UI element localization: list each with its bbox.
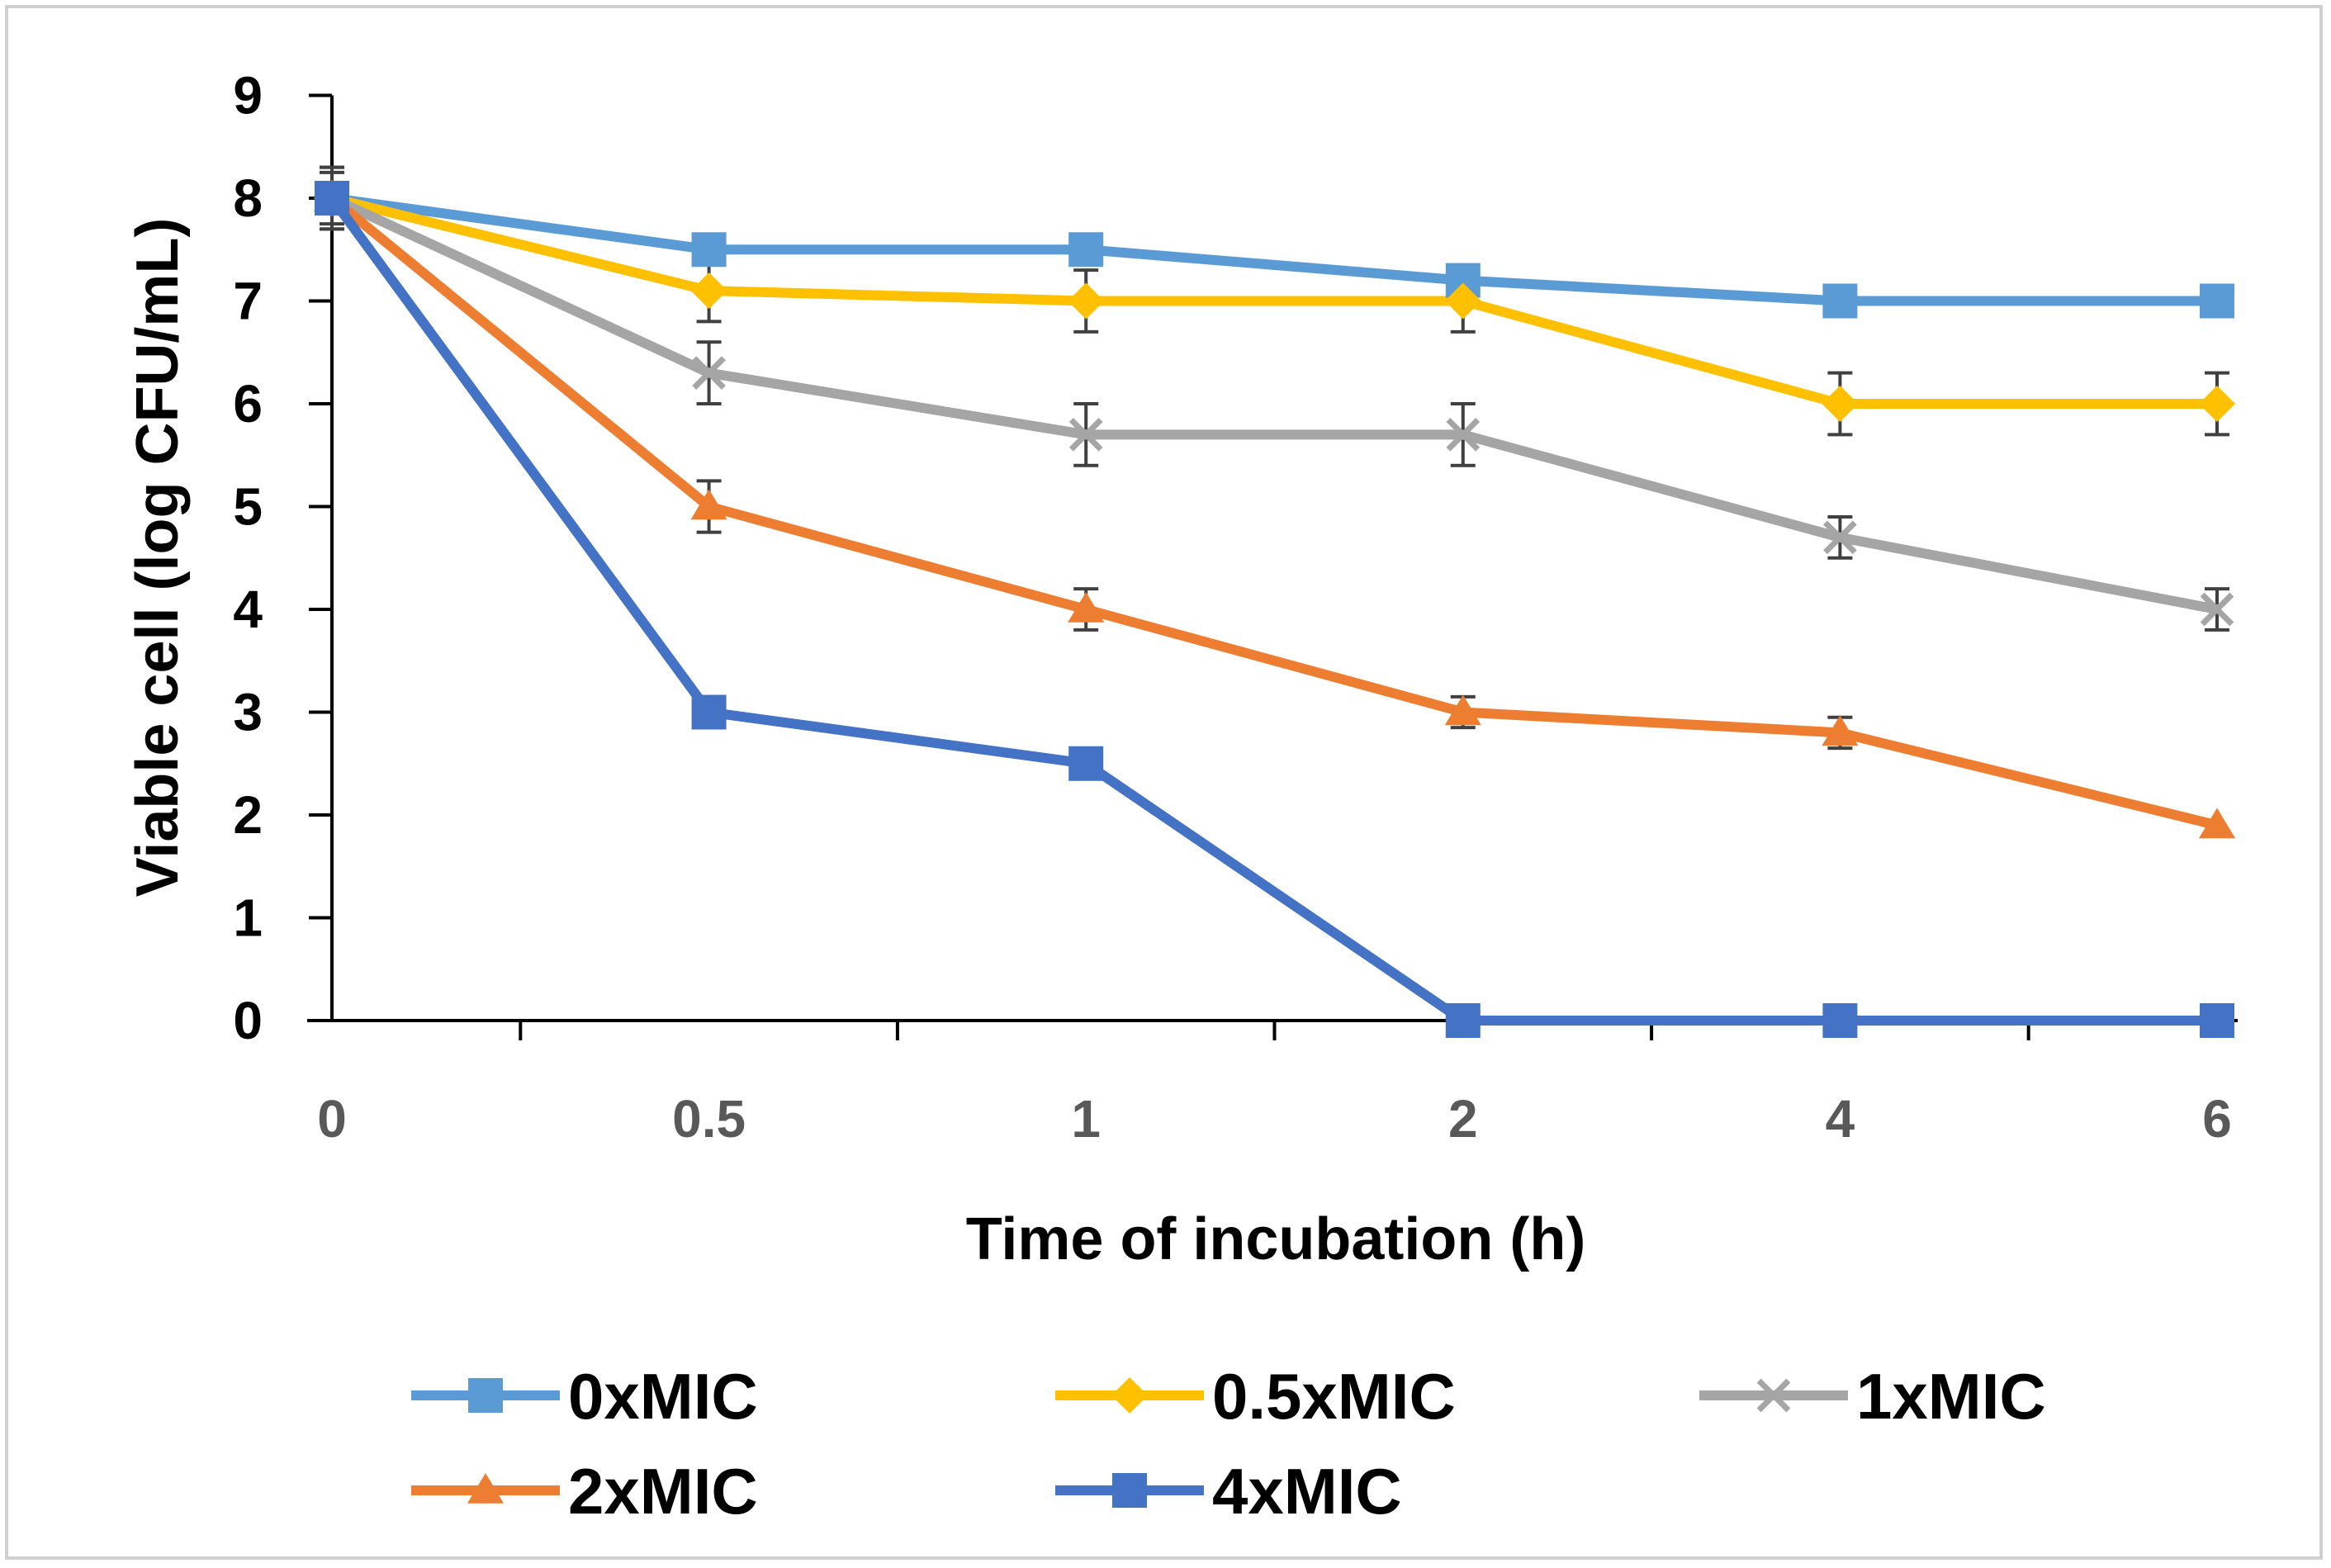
x-tick-label: 0.5	[672, 1089, 746, 1149]
x-tick-label: 0	[317, 1089, 347, 1149]
chart-frame	[5, 5, 2323, 1560]
legend-label: 1xMIC	[1856, 1360, 2046, 1433]
y-tick-label: 5	[233, 477, 263, 537]
y-tick-label: 9	[233, 66, 263, 126]
data-point-0-5xmic	[1444, 282, 1481, 320]
x-tick-label: 4	[1826, 1089, 1855, 1149]
marker-stroke	[692, 356, 726, 390]
x-tick-label: 2	[1448, 1089, 1478, 1149]
y-tick-label: 0	[233, 991, 263, 1050]
series-markers	[313, 179, 2236, 1038]
series-lines	[328, 193, 2219, 1026]
marker-stroke	[1446, 418, 1481, 452]
marker-stroke	[2200, 592, 2234, 627]
legend-label: 2xMIC	[568, 1455, 758, 1528]
marker-stroke	[1756, 1378, 1791, 1413]
data-point-4xmic	[1068, 746, 1104, 781]
data-point-1xmic	[2200, 592, 2234, 627]
marker-stroke	[1823, 520, 1857, 555]
data-point-0xmic	[2200, 283, 2234, 319]
legend-marker	[468, 1378, 503, 1413]
data-point-2xmic	[690, 489, 727, 520]
data-point-1xmic	[1068, 418, 1103, 452]
tick-labels: 0 1 2 3 4 5 6 7 8 9 0 0.5 1 2 4 6	[233, 66, 2231, 1149]
legend-label: 0xMIC	[568, 1360, 758, 1433]
data-point-1xmic	[692, 356, 726, 390]
series-line-0xmic	[331, 193, 2217, 306]
data-point-4xmic	[315, 181, 349, 216]
data-point-4xmic	[2200, 1003, 2234, 1038]
y-tick-label: 4	[233, 580, 263, 639]
legend-marker	[467, 1473, 505, 1504]
legend-item-1xmic: 1xMIC	[1699, 1360, 2046, 1433]
legend-label: 4xMIC	[1212, 1455, 1402, 1528]
legend-item-0xmic: 0xMIC	[411, 1360, 758, 1433]
x-tick-label: 6	[2202, 1089, 2232, 1149]
marker-stroke	[1068, 418, 1103, 452]
data-point-2xmic	[2198, 808, 2236, 839]
data-point-2xmic	[1068, 592, 1105, 623]
legend-label: 0.5xMIC	[1212, 1360, 1456, 1433]
legend-marker	[1756, 1378, 1791, 1413]
y-tick-label: 2	[233, 785, 263, 845]
data-point-0xmic	[1068, 232, 1104, 268]
series-line-4xmic	[328, 195, 2217, 1026]
legend-item-4xmic: 4xMIC	[1055, 1455, 1402, 1528]
series-line-0-5xmic	[330, 193, 2217, 409]
legend-item-2xmic: 2xMIC	[411, 1455, 758, 1528]
series-line-1xmic	[329, 193, 2219, 614]
x-axis-title: Time of incubation (h)	[966, 1206, 1586, 1272]
legend: 0xMIC 0.5xMIC 1xMIC 2xMIC 4xMIC	[411, 1360, 2046, 1528]
data-point-4xmic	[691, 694, 727, 730]
data-point-2xmic	[1444, 694, 1481, 726]
y-tick-label: 1	[233, 888, 263, 948]
data-point-0-5xmic	[1822, 385, 1859, 423]
series-line-2xmic	[329, 194, 2219, 831]
data-point-0xmic	[691, 232, 727, 268]
legend-marker	[1111, 1376, 1149, 1414]
data-point-4xmic	[1445, 1003, 1481, 1038]
y-tick-label: 3	[233, 683, 263, 742]
x-tick-label: 1	[1071, 1089, 1101, 1149]
data-point-0-5xmic	[2198, 385, 2236, 423]
legend-item-0-5xmic: 0.5xMIC	[1055, 1360, 1456, 1433]
legend-marker	[1112, 1473, 1147, 1508]
data-point-0-5xmic	[690, 272, 727, 310]
data-point-1xmic	[1823, 520, 1857, 555]
y-axis-title: Viable cell (log CFU/mL)	[125, 218, 191, 898]
y-tick-label: 6	[233, 374, 263, 433]
data-point-0-5xmic	[1068, 282, 1105, 320]
y-tick-label: 8	[233, 168, 263, 228]
y-tick-label: 7	[233, 272, 263, 331]
data-point-4xmic	[1822, 1003, 1858, 1038]
data-point-0xmic	[1822, 283, 1858, 319]
data-point-1xmic	[1446, 418, 1481, 452]
data-point-2xmic	[1822, 715, 1859, 746]
